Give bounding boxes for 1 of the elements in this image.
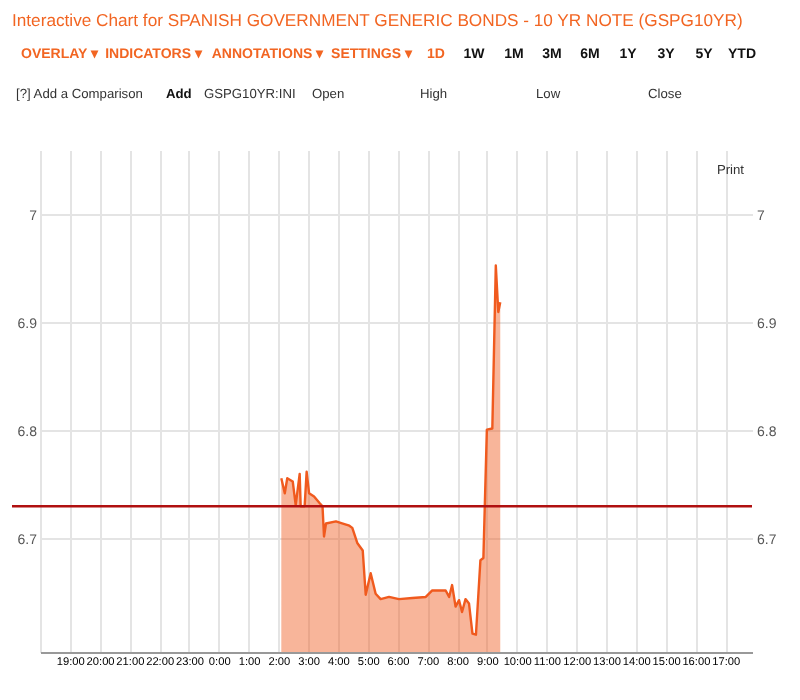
chart-title: Interactive Chart for SPANISH GOVERNMENT GENERIC BONDS - 10 YR NOTE (GSPG10YR) — [12, 10, 743, 30]
